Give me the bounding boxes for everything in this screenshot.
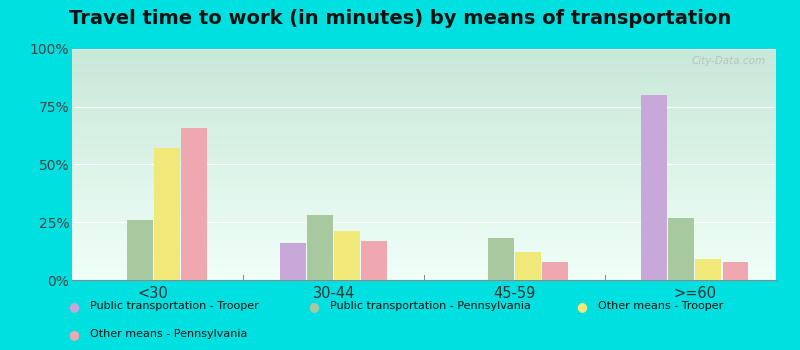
Text: ●: ● <box>68 328 79 341</box>
Text: Travel time to work (in minutes) by means of transportation: Travel time to work (in minutes) by mean… <box>69 9 731 28</box>
Text: ●: ● <box>68 300 79 313</box>
Text: Other means - Trooper: Other means - Trooper <box>598 301 723 311</box>
Bar <box>695 259 721 280</box>
Bar <box>334 231 360 280</box>
Bar <box>515 252 541 280</box>
Text: Public transportation - Pennsylvania: Public transportation - Pennsylvania <box>330 301 530 311</box>
Text: ●: ● <box>576 300 587 313</box>
Bar <box>642 95 667 280</box>
Text: ●: ● <box>308 300 319 313</box>
Bar <box>362 241 387 280</box>
Bar <box>488 238 514 280</box>
Bar <box>181 127 206 280</box>
Bar <box>307 215 333 280</box>
Bar <box>668 218 694 280</box>
Bar <box>722 261 748 280</box>
Text: Public transportation - Trooper: Public transportation - Trooper <box>90 301 258 311</box>
Text: Other means - Pennsylvania: Other means - Pennsylvania <box>90 329 247 339</box>
Bar <box>127 220 153 280</box>
Text: City-Data.com: City-Data.com <box>691 56 766 66</box>
Bar <box>154 148 180 280</box>
Bar <box>280 243 306 280</box>
Bar <box>542 261 568 280</box>
